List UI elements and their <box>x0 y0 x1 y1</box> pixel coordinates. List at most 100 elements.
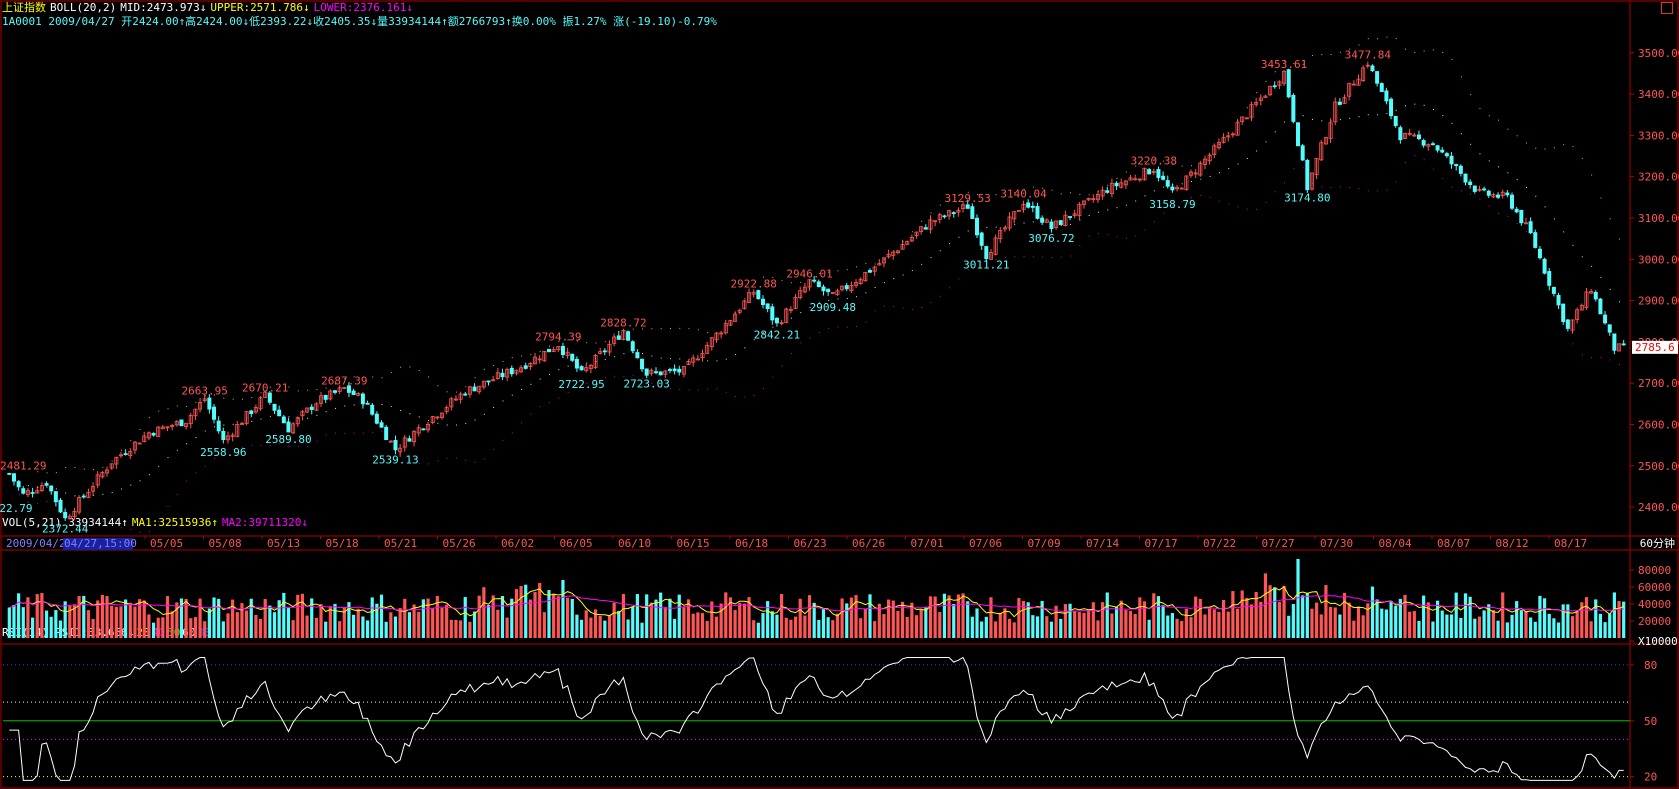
candle-body <box>1049 221 1054 230</box>
candle-body <box>486 380 491 383</box>
candle-body <box>281 416 286 424</box>
candle-body <box>105 469 110 474</box>
volume-bar <box>1501 592 1505 638</box>
upper-band-dot <box>1414 52 1416 54</box>
candle-body <box>1370 65 1375 72</box>
volume-bar <box>1570 616 1575 638</box>
upper-band-dot <box>1358 44 1360 46</box>
mid-band-dot <box>1423 104 1425 106</box>
upper-band-dot <box>744 298 746 300</box>
upper-band-dot <box>251 397 253 399</box>
volume-bar <box>561 580 565 638</box>
volume-bar <box>1054 605 1058 638</box>
volume-bar <box>621 594 626 638</box>
price-tick-label: 3400.00 <box>1638 88 1679 101</box>
candle-body <box>1356 78 1361 86</box>
volume-bar <box>1128 610 1133 638</box>
lower-band-dot <box>1079 245 1081 247</box>
mid-band-dot <box>1284 121 1286 123</box>
volume-bar <box>458 620 463 638</box>
lower-band-dot <box>567 391 569 393</box>
volume-bar <box>1561 604 1565 638</box>
volume-bar <box>338 621 342 638</box>
candle-body <box>174 421 179 426</box>
candle-body <box>1347 82 1352 97</box>
low-label: 3011.21 <box>963 259 1009 272</box>
volume-bar <box>714 616 719 638</box>
candle-body <box>11 473 16 482</box>
candle-body <box>812 279 817 282</box>
lower-band-dot <box>455 457 457 459</box>
upper-band-dot <box>1321 54 1323 56</box>
candle-body <box>1607 324 1612 333</box>
upper-band-dot <box>893 250 895 252</box>
time-tick-label: 06/26 <box>852 537 885 550</box>
candle-body <box>351 390 356 395</box>
candle-body <box>495 372 500 379</box>
time-tick-label: 05/05 <box>150 537 183 550</box>
upper-band-dot <box>455 391 457 393</box>
mid-band-dot <box>818 302 820 304</box>
lower-band-dot <box>1442 177 1444 179</box>
volume-bar <box>142 600 146 638</box>
volume-bar <box>30 617 35 638</box>
mid-band-dot <box>1414 103 1416 105</box>
volume-bar <box>1068 603 1072 638</box>
lower-band-dot <box>1572 343 1574 345</box>
candle-body <box>1593 291 1598 300</box>
mid-band-dot <box>167 457 169 459</box>
mid-band-dot <box>158 465 160 467</box>
upper-band-dot <box>186 406 188 408</box>
lower-band-dot <box>697 389 699 391</box>
candle-body <box>365 402 370 405</box>
low-label: 2722.95 <box>558 378 604 391</box>
upper-band-dot <box>1432 49 1434 51</box>
close-icon[interactable] <box>1661 2 1673 14</box>
candle-body <box>1272 85 1277 88</box>
volume-bar <box>1110 613 1114 638</box>
candle-body <box>114 456 119 465</box>
upper-band-dot <box>1563 144 1565 146</box>
candle-body <box>1277 81 1282 86</box>
candle-body <box>1165 180 1170 187</box>
indicator-name: BOLL(20,2) <box>50 1 117 14</box>
volume-bar <box>780 593 784 638</box>
candle-body <box>970 206 975 219</box>
upper-band-dot <box>1339 51 1341 53</box>
volume-bar <box>35 594 39 638</box>
lower-band-dot <box>576 386 578 388</box>
candle-body <box>802 286 807 293</box>
upper-band-dot <box>55 472 57 474</box>
volume-bar <box>426 598 430 638</box>
high-label: 2946.01 <box>786 268 832 281</box>
volume-bar <box>547 590 551 638</box>
mid-band-dot <box>1209 175 1211 177</box>
lower-band-dot <box>1609 359 1611 361</box>
candle-body <box>723 323 728 334</box>
upper-band-dot <box>46 472 48 474</box>
low-label: 2558.96 <box>200 446 246 459</box>
volume-bar <box>1435 600 1440 638</box>
candle-body <box>998 230 1003 239</box>
candle-body <box>49 485 54 492</box>
lower-band-dot <box>1032 256 1034 258</box>
lower-band-dot <box>595 379 597 381</box>
candle-body <box>398 447 403 453</box>
candle-body <box>644 368 649 376</box>
candle-body <box>1468 181 1473 186</box>
low-label: 2723.03 <box>624 378 670 391</box>
candle-body <box>86 491 91 498</box>
lower-band-dot <box>1581 354 1583 356</box>
volume-bar <box>542 612 546 638</box>
candle-body <box>467 386 472 395</box>
lower-band-dot <box>856 326 858 328</box>
lower-band-dot <box>195 472 197 474</box>
upper-band-dot <box>1116 177 1118 179</box>
candle-body <box>1589 291 1594 294</box>
time-tick-label: 07/06 <box>969 537 1002 550</box>
lower-band-dot <box>204 465 206 467</box>
volume-bar <box>742 603 746 638</box>
candle-body <box>1440 149 1445 153</box>
